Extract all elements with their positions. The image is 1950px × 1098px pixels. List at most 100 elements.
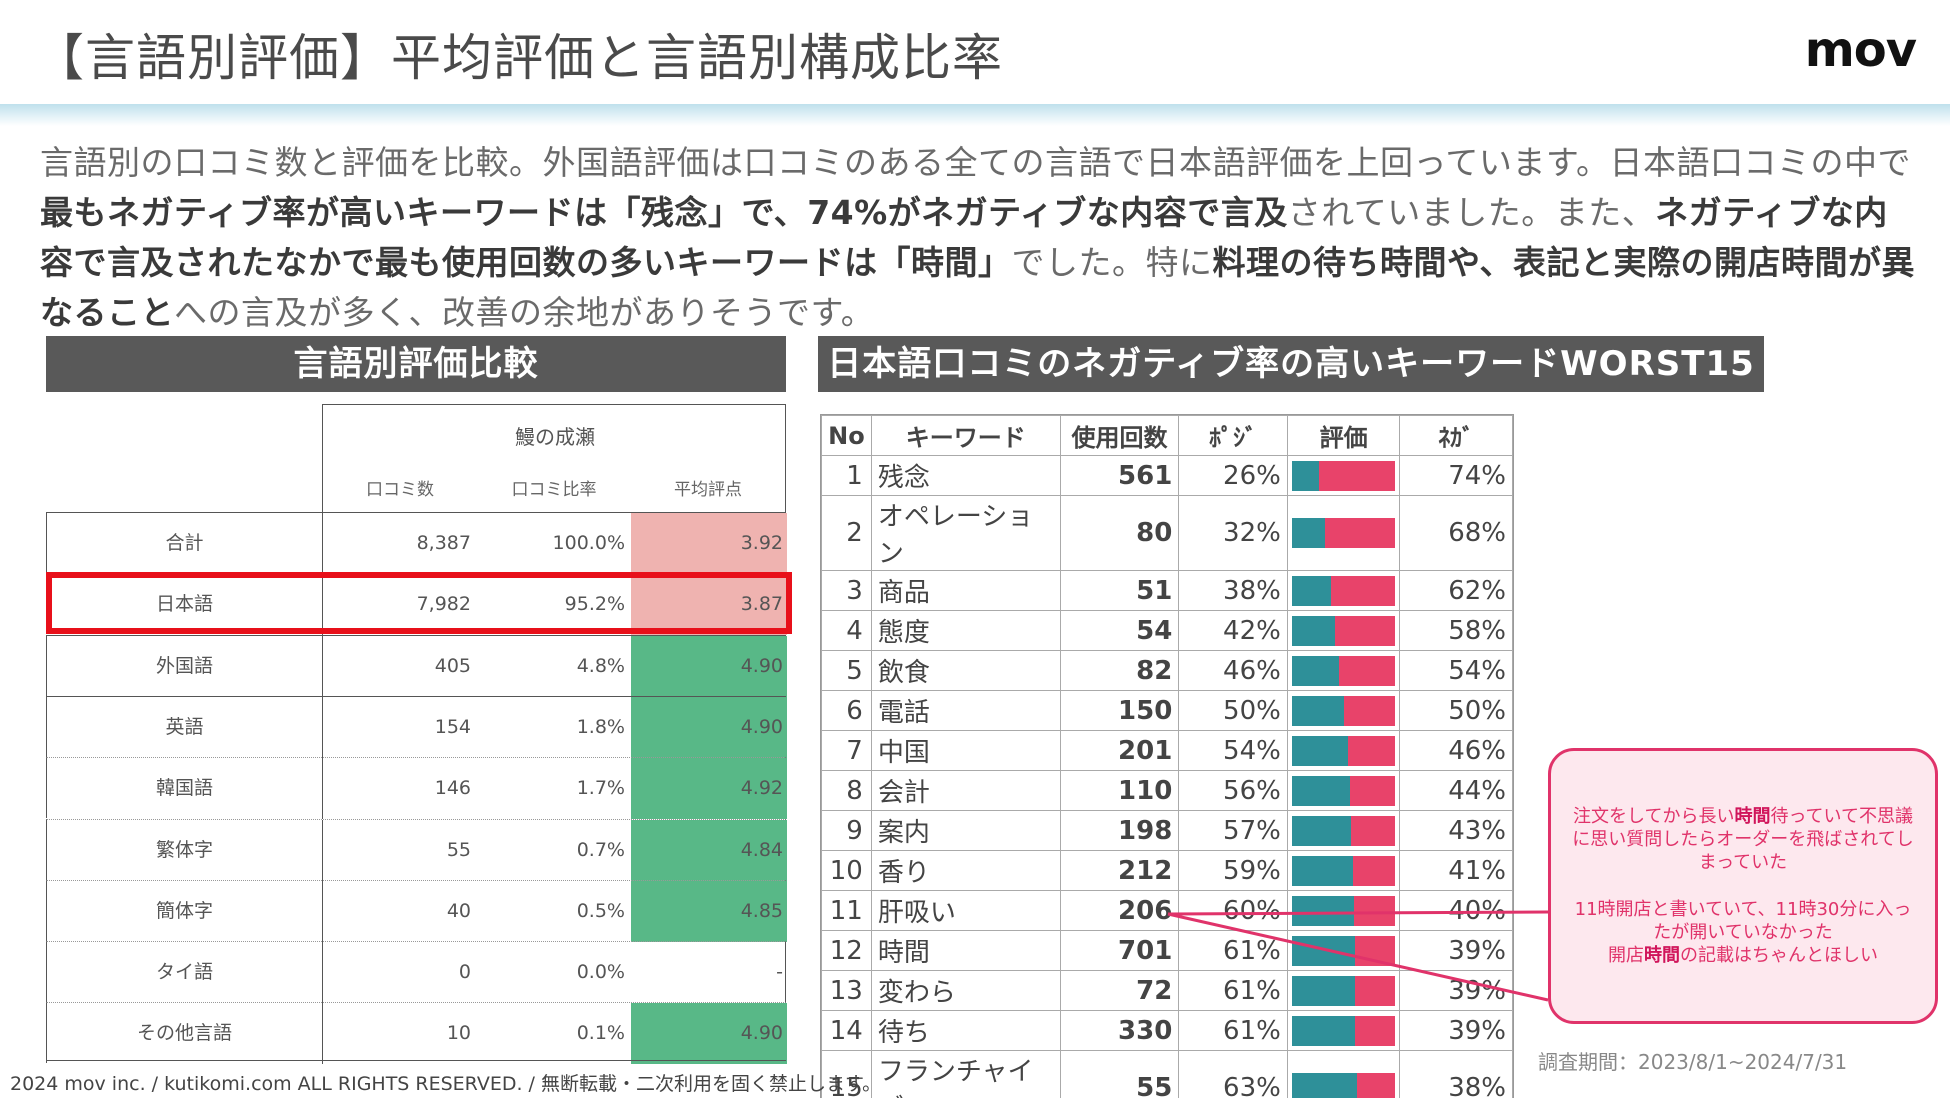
positive-rate: 56% (1178, 770, 1288, 811)
positive-rate: 38% (1178, 570, 1288, 611)
positive-rate: 63% (1178, 1050, 1288, 1098)
copyright-footer: 2024 mov inc. / kutikomi.com ALL RIGHTS … (10, 1073, 882, 1095)
keyword: 変わら (870, 970, 1061, 1011)
rating-bar (1291, 575, 1396, 606)
table-row: 英語 154 1.8% 4.90 (46, 695, 787, 758)
negative-bar (1343, 695, 1396, 726)
keyword-section-title: 日本語口コミのネガティブ率の高いキーワードWORST15 (818, 336, 1764, 392)
intro-text-3: でした。特に (1011, 243, 1213, 282)
intro-bold-1: 最もネガティブ率が高いキーワードは「残念」で、74%がネガティブな内容で言及 (40, 193, 1288, 232)
positive-bar (1291, 518, 1325, 548)
average-score: 4.92 (631, 758, 787, 820)
table-row: 外国語 405 4.8% 4.90 (46, 634, 787, 697)
keyword-row: 7 中国 201 54% 46% (821, 730, 1513, 771)
table-row: 合計 8,387 100.0% 3.92 (46, 512, 787, 574)
usage-count: 82 (1059, 650, 1180, 691)
usage-count: 212 (1059, 850, 1180, 891)
intro-text-2: されていました。また、 (1287, 193, 1656, 232)
table-row: 繁体字 55 0.7% 4.84 (46, 818, 787, 881)
review-ratio: 1.8% (576, 715, 625, 738)
negative-bar (1350, 815, 1396, 846)
usage-count: 201 (1059, 730, 1180, 771)
rank-number: 9 (821, 810, 872, 851)
quote-2-text-b: 開店 (1608, 945, 1644, 966)
rank-number: 8 (821, 770, 872, 811)
rating-bar (1291, 1015, 1396, 1046)
positive-rate: 57% (1178, 810, 1288, 851)
rating-bar (1291, 460, 1396, 491)
average-score: 3.87 (631, 574, 787, 636)
negative-rate: 39% (1399, 970, 1513, 1011)
negative-rate: 50% (1399, 690, 1513, 731)
col-header-count: 口コミ数 (366, 480, 434, 500)
positive-rate: 46% (1178, 650, 1288, 691)
rating-bar (1291, 975, 1396, 1006)
table-row: 韓国語 146 1.7% 4.92 (46, 757, 787, 820)
quote-2: 11時開店と書いていて、11時30分に入ったが開いていなかった 開店時間の記載はち… (1567, 898, 1919, 967)
positive-bar (1291, 815, 1351, 846)
col-negative: ﾈｶﾞ (1399, 415, 1513, 456)
rating-bar-cell (1286, 810, 1401, 851)
positive-bar (1291, 735, 1348, 766)
quote-1-keyword: 時間 (1734, 806, 1771, 827)
table-row: その他言語 10 0.1% 4.90 (46, 1002, 787, 1065)
keyword-row: 3 商品 51 38% 62% (821, 570, 1513, 611)
keyword: 中国 (870, 730, 1061, 771)
keyword-row: 9 案内 198 57% 43% (821, 810, 1513, 851)
col-rating-bar: 評価 (1286, 415, 1401, 456)
rating-bar-cell (1286, 770, 1401, 811)
rating-bar-cell (1286, 690, 1401, 731)
rating-bar-cell (1286, 455, 1401, 496)
usage-count: 206 (1059, 890, 1180, 931)
usage-count: 701 (1059, 930, 1180, 971)
review-ratio: 0.5% (576, 899, 625, 922)
keyword-row: 6 電話 150 50% 50% (821, 690, 1513, 731)
keyword: 飲食 (870, 650, 1061, 691)
language-label: 合計 (47, 513, 323, 574)
keyword: 香り (870, 850, 1061, 891)
positive-rate: 60% (1178, 890, 1288, 931)
usage-count: 198 (1059, 810, 1180, 851)
negative-rate: 46% (1399, 730, 1513, 771)
keyword: 態度 (870, 610, 1061, 651)
language-rating-table: 鰻の成瀬 口コミ数 口コミ比率 平均評点 合計 8,387 100.0% 3.92 日本… (46, 404, 787, 1065)
intro-text-1: 言語別の口コミ数と評価を比較。外国語評価は口コミのある全ての言語で日本語評価を上… (40, 143, 1912, 182)
rating-bar-cell (1286, 1010, 1401, 1051)
slide-title: 【言語別評価】平均評価と言語別構成比率 (34, 29, 1003, 87)
intro-bold-3: 料理の待ち時間や、表記と実際の開店時間が異なること (40, 243, 1916, 332)
col-header-score: 平均評点 (674, 480, 742, 500)
positive-rate: 61% (1178, 1010, 1288, 1051)
average-score: 4.85 (631, 880, 787, 942)
rank-number: 12 (821, 930, 872, 971)
table-row: 日本語 7,982 95.2% 3.87 (46, 573, 787, 636)
language-label: 日本語 (47, 574, 323, 636)
review-count: 55 (446, 838, 471, 861)
rating-bar-cell (1286, 570, 1401, 611)
rating-bar-cell (1286, 850, 1401, 891)
keyword: 残念 (870, 455, 1061, 496)
negative-bar (1347, 735, 1396, 766)
negative-bar (1357, 1073, 1396, 1098)
intro-text-4: への言及が多く、改善の余地がありそうです。 (174, 293, 875, 332)
negative-rate: 41% (1399, 850, 1513, 891)
rating-bar (1291, 1073, 1396, 1098)
positive-bar (1291, 975, 1355, 1006)
company-logo: mov (1804, 22, 1917, 78)
usage-count: 54 (1059, 610, 1180, 651)
rating-bar (1291, 895, 1396, 926)
rank-number: 14 (821, 1010, 872, 1051)
usage-count: 80 (1059, 495, 1180, 571)
rank-number: 13 (821, 970, 872, 1011)
rank-number: 15 (821, 1050, 872, 1098)
positive-bar (1291, 460, 1319, 491)
positive-rate: 61% (1178, 930, 1288, 971)
col-keyword: キーワード (870, 415, 1061, 456)
rating-bar-cell (1286, 650, 1401, 691)
rank-number: 1 (821, 455, 872, 496)
negative-rate: 39% (1399, 930, 1513, 971)
usage-count: 55 (1059, 1050, 1180, 1098)
quote-2-text-d: の記載はちゃんとほしい (1680, 945, 1878, 966)
negative-bar (1355, 975, 1396, 1006)
keyword-row: 14 待ち 330 61% 39% (821, 1010, 1513, 1051)
rank-number: 2 (821, 495, 872, 571)
